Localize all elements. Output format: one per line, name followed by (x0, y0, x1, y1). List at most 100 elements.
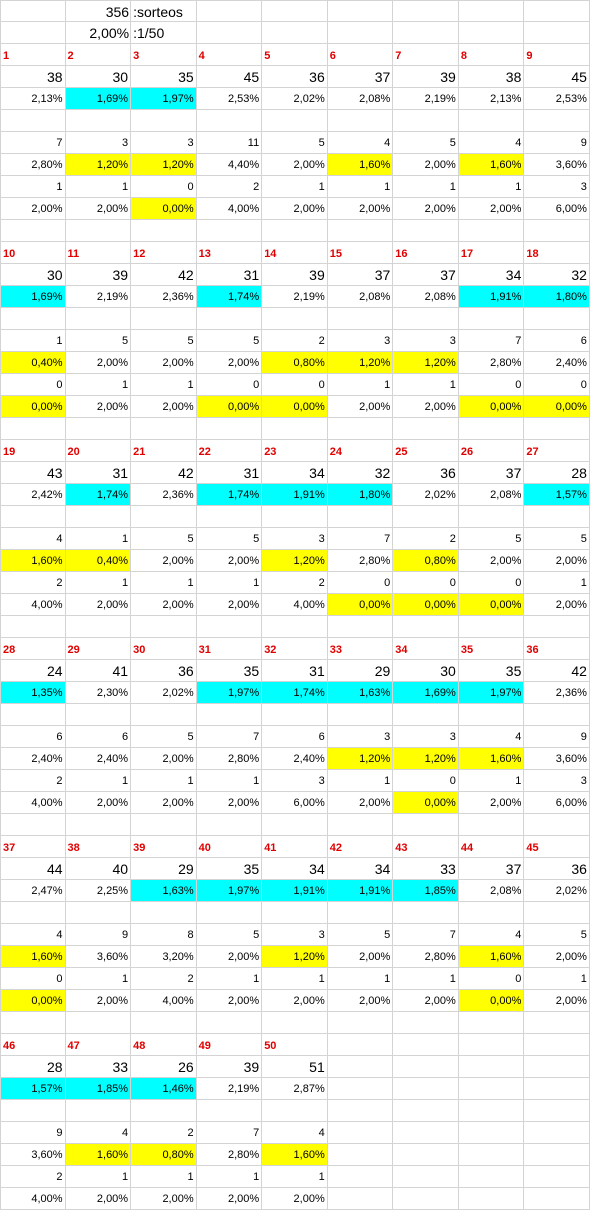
recent-percent-b[interactable]: 6,00% (262, 792, 328, 814)
empty-cell[interactable] (524, 110, 590, 132)
recent-count-a[interactable]: 7 (196, 726, 263, 748)
frequency-percent[interactable]: 1,97% (196, 880, 263, 902)
recent-percent-a[interactable]: 2,00% (393, 154, 459, 176)
frequency-count[interactable]: 37 (458, 858, 525, 880)
empty-cell[interactable] (65, 506, 132, 528)
recent-percent-a[interactable]: 1,20% (393, 352, 459, 374)
recent-count-a[interactable] (524, 1122, 590, 1144)
recent-count-b[interactable]: 1 (196, 572, 263, 594)
recent-count-a[interactable]: 11 (196, 132, 263, 154)
recent-percent-b[interactable]: 2,00% (131, 792, 197, 814)
ball-number[interactable] (327, 1034, 394, 1056)
ball-number[interactable]: 45 (524, 836, 590, 858)
recent-count-a[interactable]: 2 (131, 1122, 197, 1144)
ball-number[interactable]: 20 (65, 440, 132, 462)
empty-cell[interactable] (131, 902, 197, 924)
recent-count-a[interactable]: 4 (458, 924, 525, 946)
empty-cell[interactable] (196, 616, 263, 638)
recent-count-a[interactable] (327, 1122, 394, 1144)
recent-percent-a[interactable]: 1,60% (0, 550, 66, 572)
frequency-count[interactable]: 29 (131, 858, 197, 880)
frequency-percent[interactable]: 1,80% (327, 484, 394, 506)
frequency-percent[interactable]: 1,91% (262, 880, 328, 902)
recent-count-a[interactable]: 6 (65, 726, 132, 748)
frequency-count[interactable]: 39 (393, 66, 459, 88)
empty-cell[interactable] (0, 814, 66, 836)
recent-count-a[interactable]: 4 (0, 924, 66, 946)
empty-cell[interactable] (458, 308, 525, 330)
frequency-percent[interactable]: 2,08% (327, 286, 394, 308)
recent-percent-b[interactable]: 2,00% (262, 1188, 328, 1210)
ball-number[interactable]: 46 (0, 1034, 66, 1056)
recent-count-a[interactable]: 5 (327, 924, 394, 946)
ball-number[interactable]: 15 (327, 242, 394, 264)
recent-count-b[interactable]: 0 (131, 176, 197, 198)
empty-cell[interactable] (458, 418, 525, 440)
header-cell[interactable] (196, 0, 263, 22)
recent-percent-b[interactable]: 6,00% (524, 792, 590, 814)
recent-percent-b[interactable]: 2,00% (327, 198, 394, 220)
recent-percent-b[interactable]: 2,00% (327, 792, 394, 814)
frequency-count[interactable]: 39 (196, 1056, 263, 1078)
frequency-percent[interactable]: 1,91% (458, 286, 525, 308)
recent-count-a[interactable]: 2 (393, 528, 459, 550)
frequency-percent[interactable]: 1,91% (262, 484, 328, 506)
recent-count-b[interactable]: 0 (327, 572, 394, 594)
recent-count-a[interactable]: 4 (0, 528, 66, 550)
recent-count-b[interactable]: 1 (524, 572, 590, 594)
frequency-percent[interactable]: 2,08% (458, 880, 525, 902)
recent-count-a[interactable]: 5 (458, 528, 525, 550)
empty-cell[interactable] (196, 110, 263, 132)
recent-count-a[interactable]: 5 (196, 528, 263, 550)
frequency-percent[interactable]: 2,42% (0, 484, 66, 506)
recent-percent-b[interactable]: 2,00% (196, 1188, 263, 1210)
empty-cell[interactable] (196, 308, 263, 330)
recent-count-b[interactable] (458, 1166, 525, 1188)
ball-number[interactable]: 14 (262, 242, 328, 264)
empty-cell[interactable] (262, 1100, 328, 1122)
frequency-percent[interactable]: 1,57% (524, 484, 590, 506)
empty-cell[interactable] (327, 418, 394, 440)
frequency-percent[interactable]: 2,19% (196, 1078, 263, 1100)
ball-number[interactable]: 34 (393, 638, 459, 660)
recent-count-b[interactable]: 1 (393, 968, 459, 990)
recent-count-a[interactable]: 6 (262, 726, 328, 748)
recent-count-b[interactable]: 1 (131, 1166, 197, 1188)
frequency-percent[interactable]: 1,69% (393, 682, 459, 704)
ball-number[interactable]: 30 (131, 638, 197, 660)
empty-cell[interactable] (458, 1100, 525, 1122)
header-cell[interactable] (393, 0, 459, 22)
frequency-percent[interactable]: 2,13% (0, 88, 66, 110)
frequency-count[interactable]: 37 (458, 462, 525, 484)
recent-count-b[interactable]: 0 (524, 374, 590, 396)
recent-percent-b[interactable]: 4,00% (131, 990, 197, 1012)
frequency-percent[interactable]: 2,02% (262, 88, 328, 110)
empty-cell[interactable] (524, 814, 590, 836)
recent-count-b[interactable]: 0 (393, 572, 459, 594)
draws-count[interactable]: 356 (65, 0, 132, 22)
recent-percent-b[interactable]: 2,00% (65, 792, 132, 814)
empty-cell[interactable] (458, 1012, 525, 1034)
recent-percent-a[interactable]: 4,40% (196, 154, 263, 176)
empty-cell[interactable] (524, 902, 590, 924)
recent-count-b[interactable]: 1 (458, 770, 525, 792)
recent-percent-a[interactable]: 2,00% (196, 352, 263, 374)
frequency-count[interactable]: 42 (524, 660, 590, 682)
empty-cell[interactable] (524, 1100, 590, 1122)
recent-percent-a[interactable]: 1,60% (262, 1144, 328, 1166)
recent-percent-a[interactable]: 3,60% (65, 946, 132, 968)
frequency-count[interactable]: 35 (131, 66, 197, 88)
recent-count-b[interactable]: 1 (196, 1166, 263, 1188)
recent-percent-b[interactable]: 4,00% (0, 1188, 66, 1210)
recent-percent-a[interactable] (327, 1144, 394, 1166)
ball-number[interactable]: 35 (458, 638, 525, 660)
recent-percent-a[interactable]: 2,80% (327, 550, 394, 572)
recent-count-b[interactable]: 1 (393, 176, 459, 198)
header-cell[interactable] (327, 0, 394, 22)
ball-number[interactable]: 9 (524, 44, 590, 66)
frequency-percent[interactable]: 1,74% (262, 682, 328, 704)
frequency-percent[interactable]: 1,97% (196, 682, 263, 704)
frequency-count[interactable]: 26 (131, 1056, 197, 1078)
empty-cell[interactable] (458, 616, 525, 638)
empty-cell[interactable] (196, 902, 263, 924)
